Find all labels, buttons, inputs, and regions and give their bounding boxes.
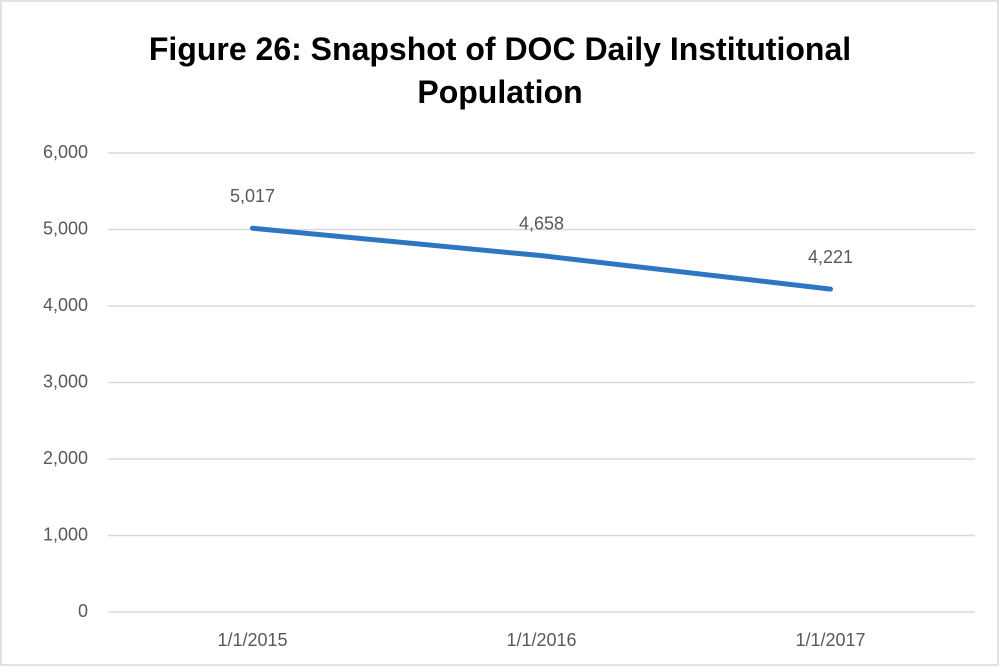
- x-tick-label: 1/1/2017: [795, 630, 865, 650]
- y-tick-label: 2,000: [43, 448, 88, 468]
- data-label: 4,658: [519, 213, 564, 233]
- y-tick-label: 4,000: [43, 295, 88, 315]
- y-tick-label: 0: [78, 601, 88, 621]
- y-tick-label: 6,000: [43, 142, 88, 162]
- data-label: 5,017: [230, 186, 275, 206]
- y-tick-label: 5,000: [43, 218, 88, 238]
- y-tick-label: 1,000: [43, 524, 88, 544]
- data-label: 4,221: [808, 247, 853, 267]
- data-line: [250, 225, 833, 292]
- x-tick-label: 1/1/2016: [506, 630, 576, 650]
- y-tick-label: 3,000: [43, 371, 88, 391]
- chart-title: Figure 26: Snapshot of DOC Daily Institu…: [148, 31, 852, 110]
- x-tick-label: 1/1/2015: [217, 630, 287, 650]
